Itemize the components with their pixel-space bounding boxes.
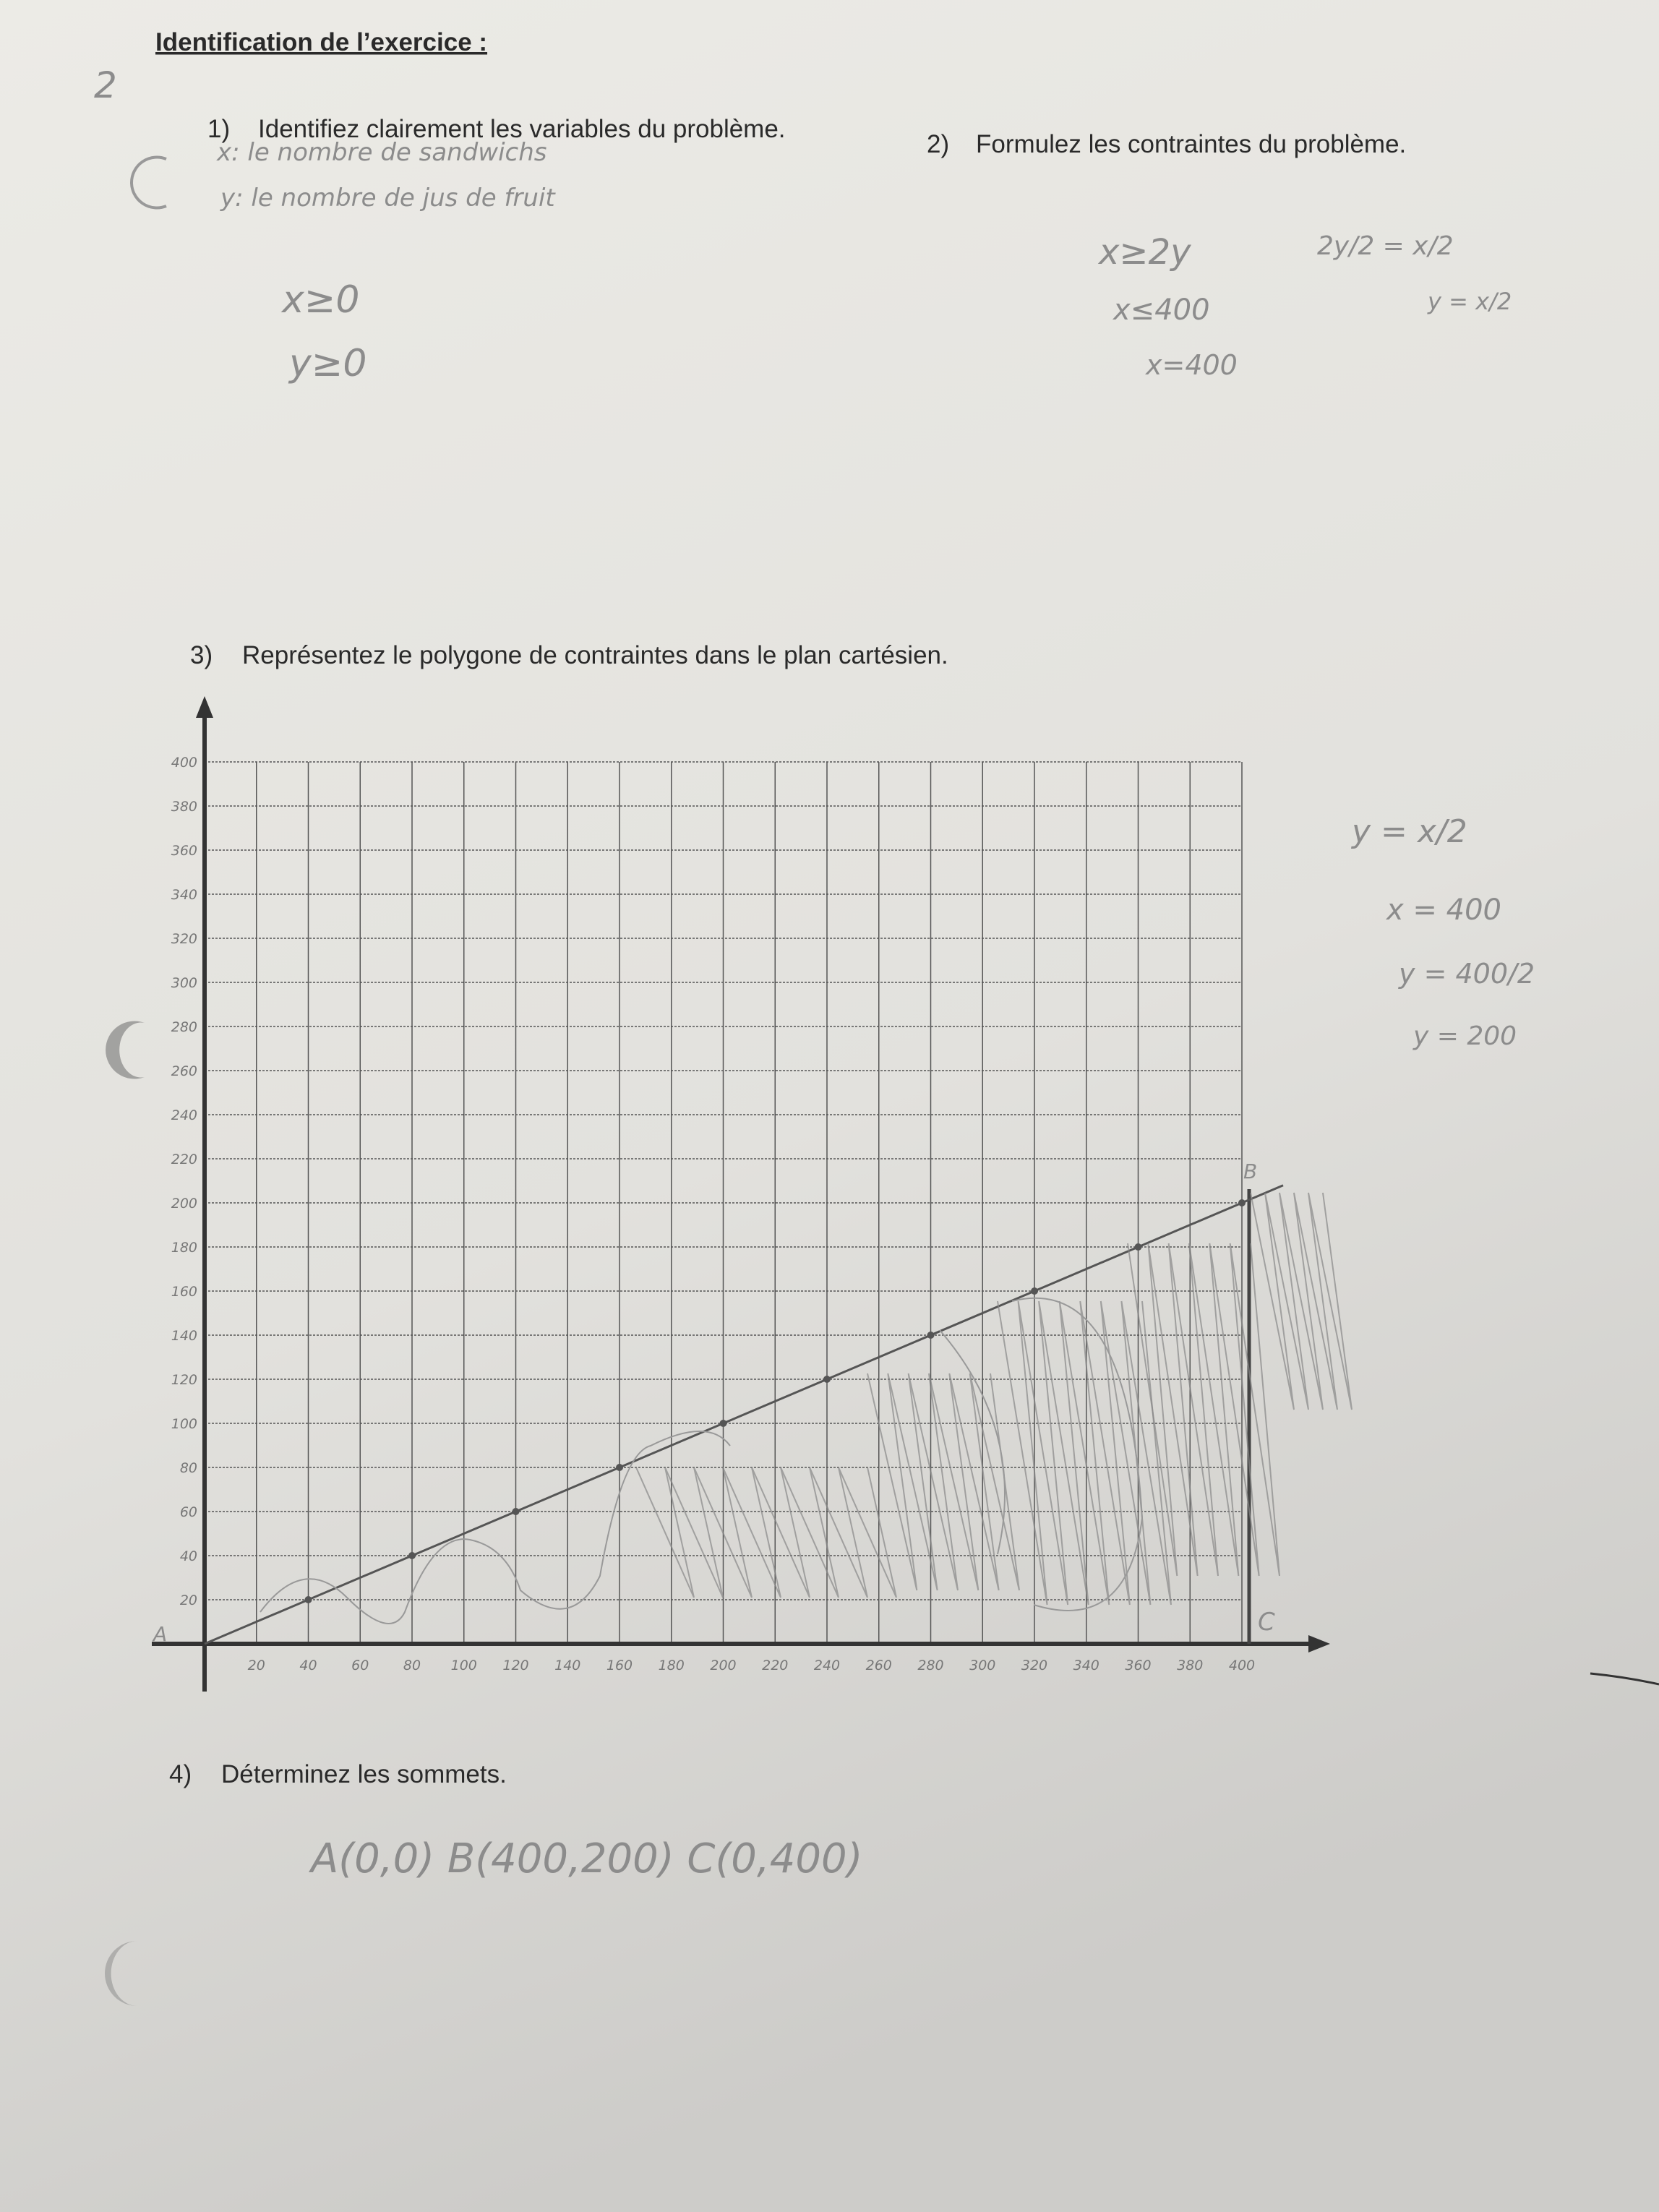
q-number: 3) <box>190 641 213 669</box>
line-dot <box>927 1332 935 1339</box>
hatching <box>1250 1192 1353 1410</box>
q-text: Formulez les contraintes du problème. <box>976 130 1406 158</box>
line-dot <box>304 1596 312 1603</box>
y-tick-label: 280 <box>171 1019 197 1035</box>
hatching <box>1127 1243 1280 1577</box>
x-tick-label: 140 <box>554 1658 580 1673</box>
y-tick-label: 400 <box>171 755 197 771</box>
x-tick-label: 200 <box>710 1658 736 1673</box>
y-tick-label: 260 <box>171 1063 197 1079</box>
y-tick-label: 100 <box>171 1416 197 1432</box>
hatching <box>997 1300 1172 1606</box>
line-dot <box>1134 1243 1142 1251</box>
line-dot <box>1238 1199 1246 1206</box>
y-tick-label: 300 <box>171 975 197 991</box>
y-tick-label: 220 <box>171 1152 197 1167</box>
hatching <box>867 1373 1020 1591</box>
x-tick-label: 220 <box>762 1658 788 1673</box>
line-dot <box>512 1508 520 1515</box>
y-tick-label: 240 <box>171 1107 197 1123</box>
y-tick-label: 80 <box>180 1460 197 1476</box>
q-text: Identifiez clairement les variables du p… <box>258 115 786 143</box>
x-tick-label: 120 <box>502 1658 528 1673</box>
point-label: A <box>152 1622 167 1646</box>
x-tick-label: 160 <box>606 1658 633 1673</box>
y-tick-label: 60 <box>180 1504 197 1520</box>
axis-arrow <box>196 696 213 718</box>
side-note: y = 200 <box>1412 1021 1517 1051</box>
page-number: 2 <box>94 64 117 106</box>
x-tick-label: 300 <box>969 1658 995 1673</box>
x-tick-label: 20 <box>248 1658 265 1673</box>
q-text: Représentez le polygone de contraintes d… <box>242 641 948 669</box>
line-dot <box>719 1420 727 1427</box>
working: y = x/2 <box>1427 288 1512 315</box>
title: Identification de l’exercice : <box>155 28 487 56</box>
x-tick-label: 240 <box>814 1658 840 1673</box>
y-tick-label: 20 <box>180 1592 197 1608</box>
x-tick-label: 360 <box>1125 1658 1151 1673</box>
edge-mark <box>1590 1672 1659 1686</box>
x-tick-label: 320 <box>1021 1658 1047 1673</box>
variable-answer: x: le nombre de sandwichs <box>216 138 547 167</box>
x-tick-label: 80 <box>403 1658 421 1673</box>
x-tick-label: 280 <box>917 1658 943 1673</box>
vertices-answer: A(0,0) B(400,200) C(0,400) <box>309 1835 862 1882</box>
graph: 20 40 60 80 100 120 140 160 180 200 220 240 260 280 30… <box>152 696 1353 1692</box>
x-tick-label: 340 <box>1073 1658 1099 1673</box>
x-tick-label: 380 <box>1177 1658 1203 1673</box>
margin-mark <box>130 155 167 210</box>
q-number: 1) <box>207 115 230 143</box>
margin-mark <box>106 1021 145 1079</box>
y-tick-label: 160 <box>171 1284 197 1300</box>
side-note: y = x/2 <box>1350 813 1467 850</box>
line-dot <box>1031 1287 1038 1295</box>
y-tick-label: 140 <box>171 1328 197 1344</box>
hatching <box>635 1467 897 1598</box>
axis-arrow <box>1308 1635 1330 1652</box>
y-tick-label: 380 <box>171 799 197 815</box>
variable-answer: y: le nombre de jus de fruit <box>220 184 556 213</box>
y-tick-label: 120 <box>171 1372 197 1388</box>
x-tick-label: 180 <box>659 1658 685 1673</box>
side-note: x = 400 <box>1385 893 1501 927</box>
margin-mark <box>105 1941 137 2006</box>
line-dot <box>408 1552 416 1559</box>
y-tick-label: 40 <box>180 1548 197 1564</box>
y-tick-label: 200 <box>171 1196 197 1212</box>
x-tick-label: 60 <box>351 1658 369 1673</box>
q-text: Déterminez les sommets. <box>221 1760 507 1788</box>
constraint: x=400 <box>1145 349 1238 381</box>
point-label: B <box>1243 1159 1257 1183</box>
x-tick-label: 40 <box>299 1658 317 1673</box>
q-number: 4) <box>169 1760 192 1788</box>
constraint: x≤400 <box>1112 293 1210 327</box>
constraint-line <box>204 1184 1284 1645</box>
x-tick-label: 260 <box>866 1658 892 1673</box>
y-tick-label: 180 <box>171 1240 197 1256</box>
working: 2y/2 = x/2 <box>1317 231 1454 261</box>
line-dot <box>616 1464 623 1471</box>
constraint: y≥0 <box>288 342 366 385</box>
scribble <box>260 1297 1144 1624</box>
x-tick-label: 100 <box>451 1658 477 1673</box>
y-tick-label: 340 <box>171 887 197 903</box>
y-tick-label: 320 <box>171 931 197 947</box>
q-number: 2) <box>927 130 949 158</box>
point-label: C <box>1258 1608 1275 1637</box>
y-tick-label: 360 <box>171 843 197 859</box>
constraint: x≥0 <box>280 278 359 322</box>
line-dot <box>823 1376 831 1383</box>
constraint: x≥2y <box>1097 232 1191 273</box>
side-note: y = 400/2 <box>1398 958 1535 990</box>
x-tick-label: 400 <box>1229 1658 1255 1673</box>
